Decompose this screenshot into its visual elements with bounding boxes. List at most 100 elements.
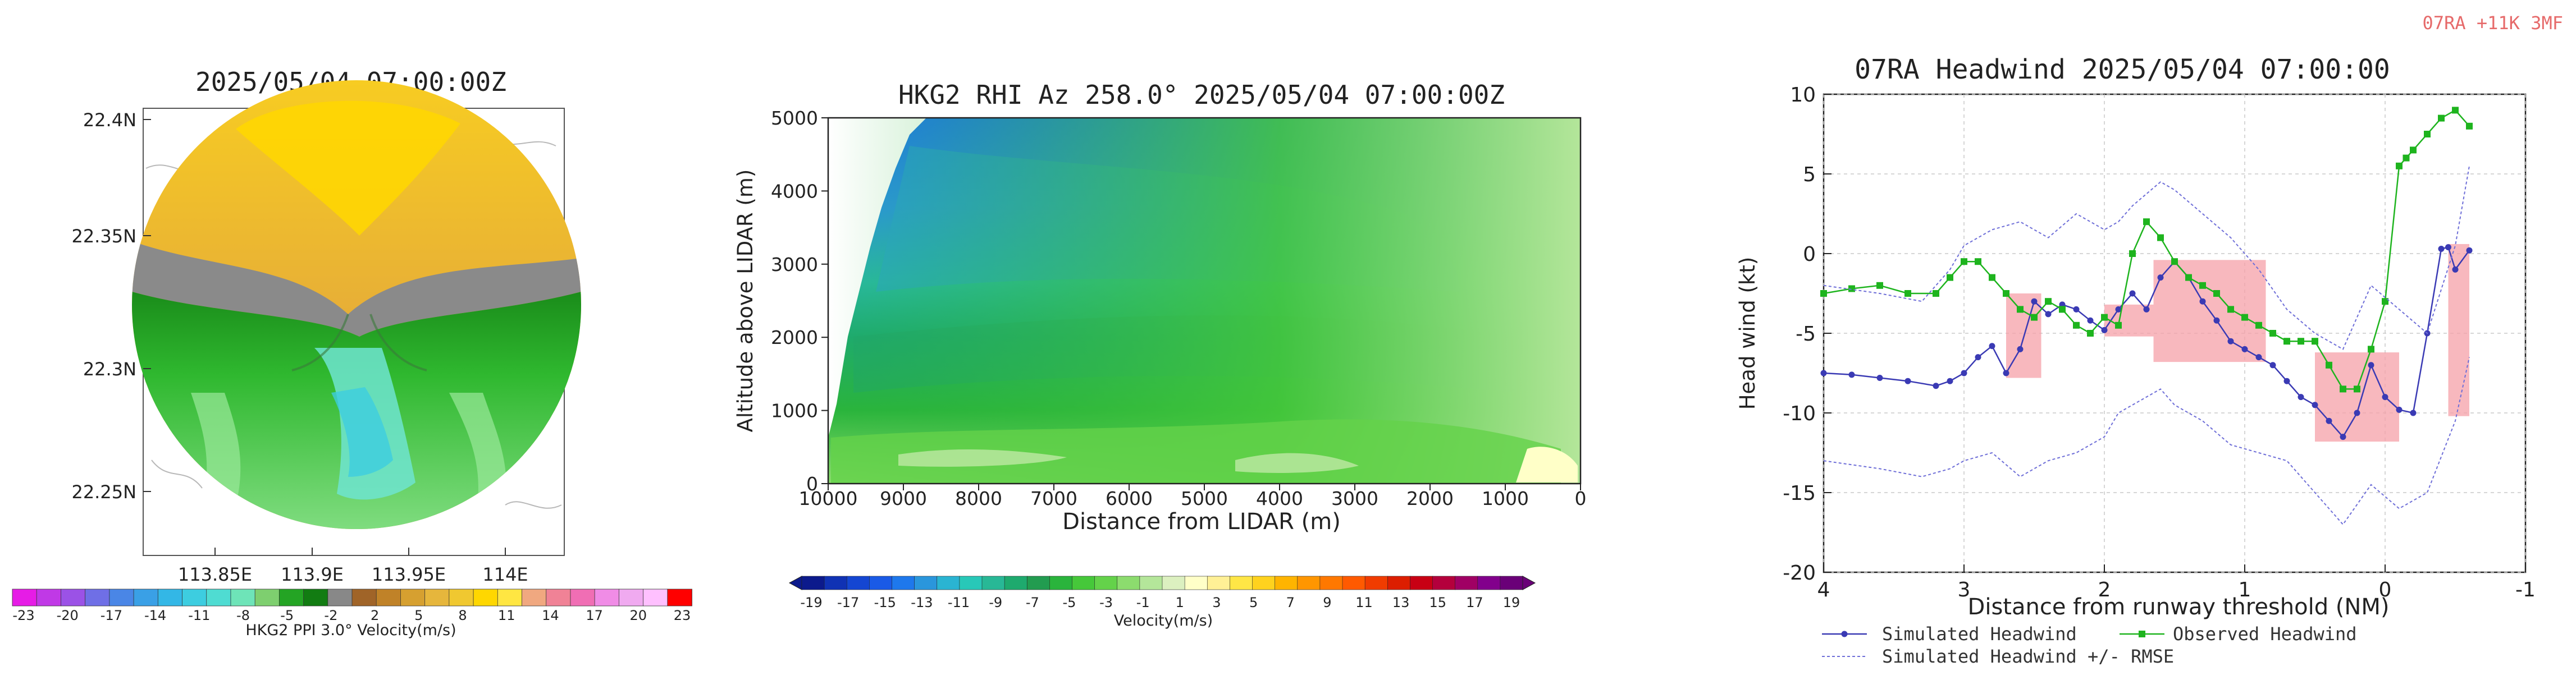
observed-point [2241, 314, 2248, 321]
ppi-colorbar-tick-label: 11 [498, 608, 515, 623]
observed-point [2059, 306, 2066, 313]
rhi-velocity-field [828, 118, 1581, 484]
simulated-point [2452, 266, 2459, 273]
rhi-colorbar-tick-label: -7 [1026, 595, 1039, 610]
ppi-colorbar-swatch [570, 589, 596, 607]
rhi-colorbar-swatch [1500, 576, 1523, 590]
rhi-colorbar-tick-label: -5 [1062, 595, 1076, 610]
observed-point [2157, 234, 2164, 241]
ppi-colorbar-tick-label: 2 [371, 608, 379, 623]
headwind-x-tick-label: 4 [1817, 578, 1830, 601]
observed-point [2354, 385, 2360, 393]
rhi-colorbar-swatch [914, 576, 938, 590]
ppi-y-tick-label: 22.35N [71, 226, 136, 247]
ppi-y-tick-label: 22.3N [83, 359, 136, 380]
simulated-point [2213, 317, 2220, 324]
observed-point [2438, 114, 2445, 122]
rhi-y-tick-label: 1000 [771, 400, 818, 422]
observed-point [2185, 274, 2192, 281]
headwind-y-tick-label: 5 [1803, 163, 1816, 186]
rhi-panel: HKG2 RHI Az 258.0° 2025/05/04 07:00:00Z … [733, 80, 1587, 630]
rhi-y-tick-label: 3000 [771, 254, 818, 275]
simulated-point [2129, 290, 2136, 297]
rhi-colorbar-swatch [869, 576, 893, 590]
ppi-colorbar-tick-label: -5 [280, 608, 294, 623]
ppi-colorbar-swatch [133, 589, 159, 607]
observed-point [2143, 218, 2150, 226]
ppi-colorbar-swatch [376, 589, 401, 607]
simulated-point [2382, 394, 2388, 401]
simulated-point [2438, 245, 2445, 252]
simulated-point [2312, 402, 2318, 408]
ppi-colorbar-tick-label: 23 [674, 608, 691, 623]
rhi-colorbar-swatch [1094, 576, 1118, 590]
rhi-x-tick-label: 9000 [880, 488, 927, 509]
rhi-colorbar-swatch [1162, 576, 1185, 590]
rhi-colorbar-tick-label: 19 [1503, 595, 1520, 610]
legend-simulated-marker [1841, 631, 1848, 637]
rhi-x-tick-label: 1000 [1482, 488, 1529, 509]
observed-point [1961, 258, 1967, 265]
rhi-colorbar-swatch [801, 576, 825, 590]
rhi-colorbar-swatch [1184, 576, 1208, 590]
rhi-x-tick-label: 3000 [1331, 488, 1378, 509]
ppi-x-tick-label: 114E [482, 564, 528, 585]
observed-point [2199, 282, 2206, 289]
headwind-x-tick-label: 2 [2098, 578, 2111, 601]
rhi-colorbar-swatch [981, 576, 1005, 590]
rhi-x-tick-label: 5000 [1181, 488, 1228, 509]
rhi-y-tick-label: 5000 [771, 107, 818, 129]
observed-point [1848, 285, 1855, 292]
observed-point [2073, 321, 2080, 329]
rhi-colorbar-swatch [1117, 576, 1140, 590]
observed-point [2326, 361, 2332, 369]
simulated-point [2326, 417, 2332, 424]
rhi-colorbar-tick-label: -13 [911, 595, 933, 610]
rhi-colorbar-swatch [1410, 576, 1433, 590]
ppi-colorbar-swatch [303, 589, 328, 607]
observed-point [2017, 306, 2024, 313]
rhi-x-tick-label: 6000 [1106, 488, 1153, 509]
simulated-point [2255, 354, 2262, 361]
ppi-colorbar-swatch [85, 589, 110, 607]
rhi-colorbar-tick-label: 15 [1429, 595, 1446, 610]
rhi-colorbar-swatch [1252, 576, 1276, 590]
headwind-shaded-region [2448, 243, 2469, 416]
headwind-x-tick-label: 0 [2379, 578, 2392, 601]
headwind-y-tick-label: 10 [1790, 84, 1816, 107]
rhi-colorbar-arrow-high [1522, 576, 1536, 590]
simulated-point [1820, 370, 1827, 376]
rhi-colorbar-arrow-low [788, 576, 802, 590]
observed-point [2424, 131, 2431, 137]
observed-point [2115, 321, 2122, 329]
simulated-point [2368, 362, 2374, 369]
rhi-colorbar-swatch [959, 576, 983, 590]
rhi-colorbar-swatch [937, 576, 960, 590]
ppi-y-axis: 22.4N 22.35N 22.3N 22.25N [71, 109, 151, 503]
observed-point [2368, 346, 2374, 353]
headwind-panel: 07RA Headwind 2025/05/04 07:00:00 1050-5… [1735, 54, 2536, 667]
ppi-colorbar-tick-label: -2 [324, 608, 337, 623]
ppi-colorbar-swatch [667, 589, 692, 607]
headwind-y-tick-label: 0 [1803, 243, 1816, 266]
observed-point [2340, 385, 2346, 393]
observed-point [2382, 298, 2388, 305]
observed-point [2410, 146, 2417, 154]
ppi-x-axis: 113.85E 113.9E 113.95E 114E [178, 548, 528, 585]
ppi-x-tick-label: 113.9E [281, 564, 344, 585]
rhi-colorbar-swatch [1319, 576, 1343, 590]
ppi-colorbar-tick-label: 20 [630, 608, 647, 623]
rhi-colorbar-swatch [892, 576, 915, 590]
simulated-point [2199, 298, 2206, 305]
rhi-colorbar-tick-label: 5 [1249, 595, 1258, 610]
rhi-colorbar-swatch [1230, 576, 1253, 590]
rhi-colorbar-swatch [1342, 576, 1365, 590]
observed-point [2045, 298, 2052, 305]
rhi-title: HKG2 RHI Az 258.0° 2025/05/04 07:00:00Z [898, 80, 1505, 110]
headwind-x-tick-label: 3 [1958, 578, 1971, 601]
simulated-point [2003, 370, 2009, 376]
ppi-velocity-field [132, 80, 581, 529]
rhi-colorbar-tick-label: 3 [1212, 595, 1221, 610]
simulated-point [2445, 244, 2451, 251]
